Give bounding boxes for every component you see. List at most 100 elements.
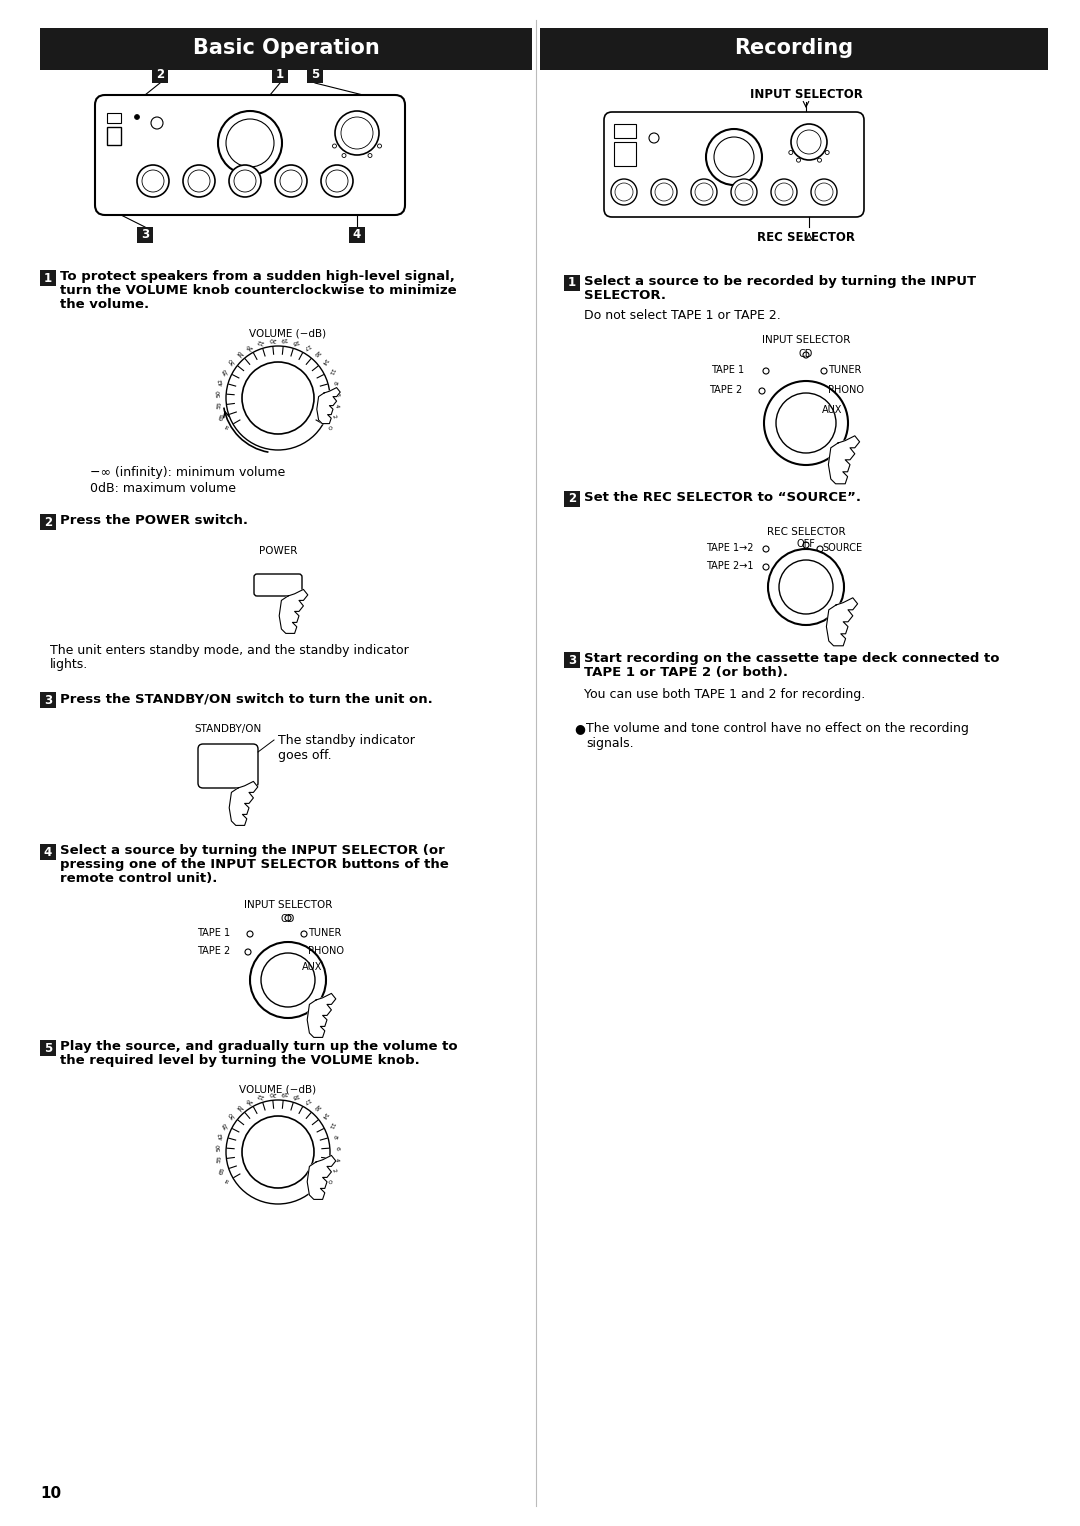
Circle shape [242, 362, 314, 433]
Text: 14: 14 [320, 1111, 328, 1120]
Text: 8: 8 [332, 1134, 338, 1138]
Circle shape [651, 179, 677, 204]
Bar [564, 652, 580, 668]
Text: pressing one of the INPUT SELECTOR buttons of the: pressing one of the INPUT SELECTOR butto… [60, 858, 449, 871]
Text: ●: ● [573, 722, 585, 736]
Text: Set the REC SELECTOR to “SOURCE”.: Set the REC SELECTOR to “SOURCE”. [584, 491, 861, 504]
Text: 5: 5 [44, 1042, 52, 1054]
Text: 50: 50 [216, 1143, 222, 1152]
Text: SOURCE: SOURCE [822, 543, 862, 552]
Text: 17: 17 [301, 1096, 311, 1105]
FancyBboxPatch shape [604, 111, 864, 217]
Text: 65: 65 [218, 1166, 226, 1175]
Text: 22: 22 [256, 1093, 266, 1099]
Text: Start recording on the cassette tape deck connected to: Start recording on the cassette tape dec… [584, 652, 999, 665]
Circle shape [226, 1100, 330, 1204]
Circle shape [242, 1116, 314, 1189]
Text: 50: 50 [216, 389, 222, 398]
Text: lights.: lights. [50, 658, 89, 671]
FancyBboxPatch shape [95, 95, 405, 215]
Text: 6: 6 [334, 1146, 339, 1149]
Text: You can use both TAPE 1 and 2 for recording.: You can use both TAPE 1 and 2 for record… [584, 688, 865, 700]
Circle shape [815, 183, 833, 201]
Text: 0: 0 [326, 1178, 333, 1184]
Text: 35: 35 [221, 366, 230, 375]
Text: 19: 19 [280, 1091, 288, 1096]
Circle shape [280, 169, 302, 192]
Text: 22: 22 [256, 339, 266, 345]
Text: 0dB: maximum volume: 0dB: maximum volume [90, 482, 237, 494]
Text: 2: 2 [568, 493, 576, 505]
Text: TAPE 1→2: TAPE 1→2 [706, 543, 754, 552]
Bar [564, 275, 580, 291]
Bar [540, 27, 1048, 70]
Circle shape [714, 137, 754, 177]
Circle shape [706, 130, 762, 185]
Circle shape [696, 183, 713, 201]
Text: REC SELECTOR: REC SELECTOR [767, 526, 846, 537]
Circle shape [234, 169, 256, 192]
Text: turn the VOLUME knob counterclockwise to minimize: turn the VOLUME knob counterclockwise to… [60, 284, 457, 298]
Bar [615, 124, 636, 137]
Bar [107, 113, 121, 124]
Polygon shape [307, 1155, 336, 1199]
Text: goes off.: goes off. [278, 749, 332, 761]
Text: 20: 20 [268, 336, 276, 342]
Text: 4: 4 [44, 845, 52, 859]
Text: 2: 2 [330, 1167, 337, 1173]
Bar [272, 67, 288, 82]
Bar [107, 127, 121, 145]
Text: −∞ (infinity): minimum volume: −∞ (infinity): minimum volume [90, 465, 285, 479]
Text: ∞: ∞ [224, 1178, 230, 1186]
Text: TAPE 2: TAPE 2 [708, 385, 742, 395]
Text: 4: 4 [334, 403, 339, 407]
Text: TAPE 2: TAPE 2 [197, 946, 230, 955]
Text: 5: 5 [311, 69, 319, 81]
Circle shape [691, 179, 717, 204]
Text: 8: 8 [332, 380, 338, 385]
Bar [40, 27, 532, 70]
Text: PHONO: PHONO [828, 385, 864, 395]
Circle shape [654, 183, 673, 201]
Bar [307, 67, 323, 82]
Bar [349, 227, 365, 243]
Text: The unit enters standby mode, and the standby indicator: The unit enters standby mode, and the st… [50, 644, 408, 658]
Circle shape [791, 124, 827, 160]
FancyBboxPatch shape [254, 574, 302, 597]
Text: INPUT SELECTOR: INPUT SELECTOR [750, 89, 863, 101]
Text: Select a source by turning the INPUT SELECTOR (or: Select a source by turning the INPUT SEL… [60, 844, 445, 858]
Text: 6: 6 [334, 392, 339, 395]
Text: TAPE 1 or TAPE 2 (or both).: TAPE 1 or TAPE 2 (or both). [584, 665, 788, 679]
Circle shape [811, 179, 837, 204]
Circle shape [615, 183, 633, 201]
Text: 11: 11 [326, 366, 335, 375]
Text: 2: 2 [44, 516, 52, 528]
Text: ∞: ∞ [224, 424, 230, 430]
Circle shape [188, 169, 210, 192]
Text: CD: CD [799, 349, 813, 359]
Text: STANDBY/ON: STANDBY/ON [194, 723, 261, 734]
Text: CD: CD [281, 914, 295, 925]
Text: TAPE 1: TAPE 1 [197, 928, 230, 938]
Circle shape [249, 942, 326, 1018]
Text: 1: 1 [275, 69, 284, 81]
Text: Do not select TAPE 1 or TAPE 2.: Do not select TAPE 1 or TAPE 2. [584, 308, 781, 322]
Circle shape [137, 165, 168, 197]
Text: To protect speakers from a sudden high-level signal,: To protect speakers from a sudden high-l… [60, 270, 455, 282]
Text: Press the STANDBY/ON switch to turn the unit on.: Press the STANDBY/ON switch to turn the … [60, 691, 433, 705]
Text: 16: 16 [311, 1102, 321, 1111]
Circle shape [218, 111, 282, 175]
Bar [152, 67, 168, 82]
Circle shape [735, 183, 753, 201]
Text: Play the source, and gradually turn up the volume to: Play the source, and gradually turn up t… [60, 1041, 458, 1053]
Polygon shape [229, 781, 258, 826]
Text: 55: 55 [216, 1155, 222, 1163]
Polygon shape [828, 436, 860, 484]
Text: 19: 19 [280, 336, 288, 342]
Text: INPUT SELECTOR: INPUT SELECTOR [244, 900, 333, 909]
Text: OFF: OFF [797, 539, 815, 549]
Text: POWER: POWER [259, 546, 297, 555]
Text: 18: 18 [291, 1093, 300, 1099]
Circle shape [183, 165, 215, 197]
Circle shape [771, 179, 797, 204]
